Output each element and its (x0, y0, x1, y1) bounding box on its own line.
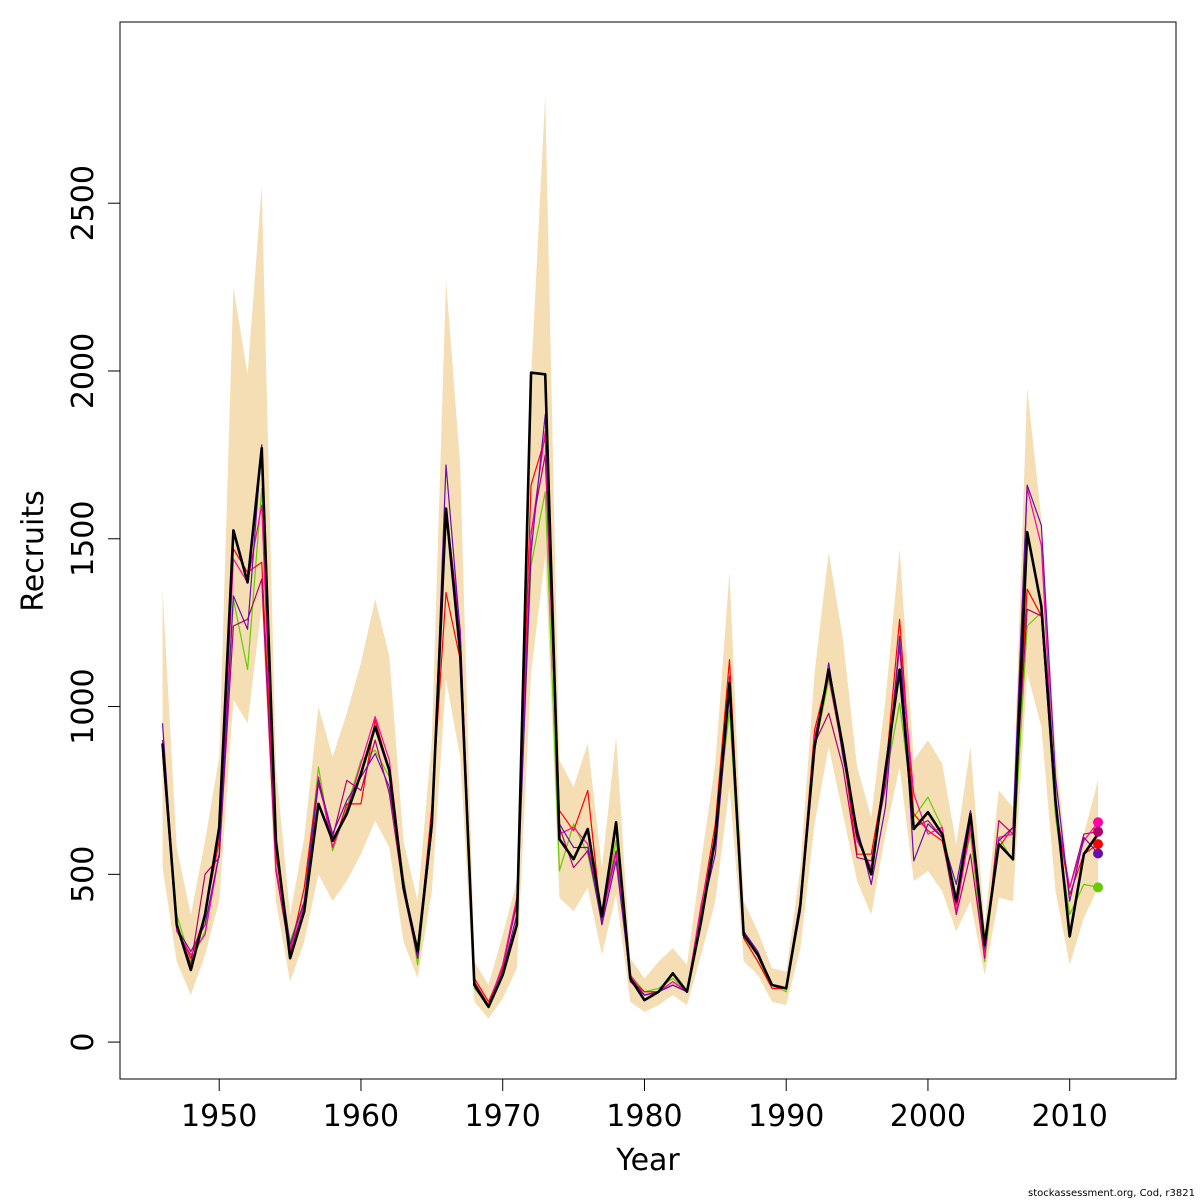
confidence-band-layer (162, 95, 1099, 1019)
credit-text: stockassessment.org, Cod, r3821 (1028, 1188, 1195, 1199)
x-tick-label: 1950 (181, 1099, 257, 1134)
y-tick-label: 0 (66, 1033, 101, 1052)
y-tick-label: 2000 (66, 333, 101, 409)
confidence-band (162, 95, 1099, 1019)
y-tick-label: 2500 (66, 165, 101, 241)
y-tick-label: 1500 (66, 501, 101, 577)
x-tick-label: 1990 (748, 1099, 824, 1134)
end-marker-2 (1093, 826, 1104, 837)
x-tick-label: 1960 (323, 1099, 399, 1134)
marker-layer (1093, 817, 1104, 893)
x-tick-label: 1980 (606, 1099, 682, 1134)
x-tick-label: 1970 (465, 1099, 541, 1134)
x-axis: 1950 1960 1970 1980 1990 2000 2010 (181, 1078, 1108, 1134)
end-marker-1 (1093, 817, 1104, 828)
plot-frame (119, 21, 1177, 1080)
x-tick-label: 2010 (1032, 1099, 1108, 1134)
x-tick-label: 2000 (890, 1099, 966, 1134)
x-axis-title: Year (615, 1143, 680, 1178)
end-marker-5 (1093, 882, 1104, 893)
y-axis: 0 500 1000 1500 2000 2500 (66, 165, 121, 1052)
y-tick-label: 1000 (66, 668, 101, 744)
end-marker-3 (1093, 839, 1104, 850)
series-line-6 (161, 371, 1100, 1009)
end-marker-4 (1093, 848, 1104, 859)
series-layer (161, 371, 1100, 1009)
y-tick-label: 500 (66, 846, 101, 903)
y-axis-title: Recruits (16, 490, 51, 612)
